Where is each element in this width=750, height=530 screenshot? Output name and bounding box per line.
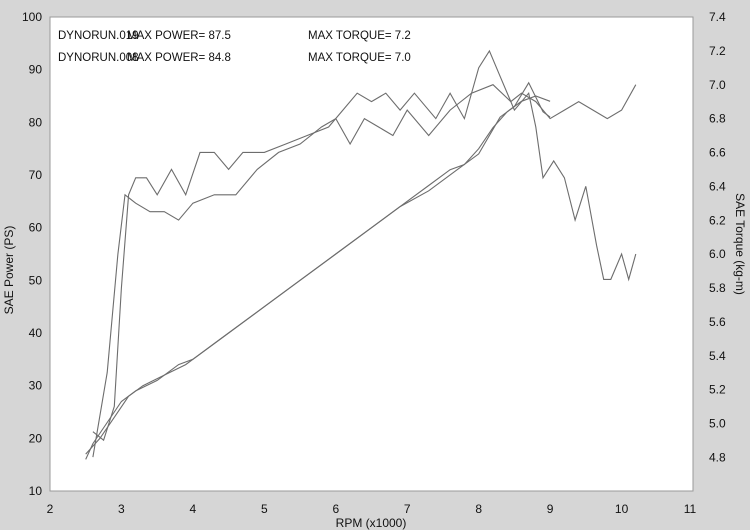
series-layer	[85, 49, 637, 460]
right-y-tick-label: 6.2	[709, 213, 726, 227]
x-tick-label: 6	[332, 502, 339, 516]
left-y-tick-label: 90	[29, 63, 43, 77]
right-y-tick-labels: 4.8 5.0 5.2 5.4 5.6 5.8 6.0 6.2 6.4 6.6 …	[709, 10, 726, 464]
left-y-tick-labels: 10 20 30 40 50 60 70 80 90 100	[22, 10, 42, 498]
plot-area	[49, 16, 694, 492]
right-y-tick-label: 5.0	[709, 417, 726, 431]
x-tick-label: 4	[190, 502, 197, 516]
right-y-tick-label: 6.8	[709, 112, 726, 126]
right-y-tick-label: 6.4	[709, 180, 726, 194]
left-y-axis-label: SAE Power (PS)	[2, 226, 16, 315]
right-y-tick-label: 7.4	[709, 10, 726, 24]
right-y-tick-label: 7.2	[709, 44, 726, 58]
x-tick-label: 5	[261, 502, 268, 516]
right-y-tick-label: 4.8	[709, 450, 726, 464]
x-tick-label: 10	[615, 502, 629, 516]
x-tick-label: 2	[47, 502, 54, 516]
right-y-tick-label: 5.2	[709, 383, 726, 397]
run-max-torque: MAX TORQUE= 7.2	[308, 30, 411, 42]
right-y-tick-label: 5.6	[709, 315, 726, 329]
run-annotations: DYNORUN.019 MAX POWER= 87.5 MAX TORQUE= …	[58, 30, 411, 64]
left-y-tick-label: 70	[29, 168, 43, 182]
left-y-tick-label: 30	[29, 379, 43, 393]
right-y-axis-label: SAE Torque (kg-m)	[733, 193, 747, 295]
right-y-tick-label: 6.6	[709, 146, 726, 160]
torque-curve-3	[92, 84, 637, 458]
x-tick-label: 3	[118, 502, 125, 516]
x-axis-label: RPM (x1000)	[336, 516, 407, 530]
left-y-tick-label: 80	[29, 115, 43, 129]
run-max-torque: MAX TORQUE= 7.0	[308, 52, 411, 64]
x-tick-label: 8	[475, 502, 482, 516]
x-tick-label: 9	[547, 502, 554, 516]
x-tick-label: 11	[684, 502, 697, 516]
power-curve-1	[85, 81, 551, 455]
left-y-tick-label: 100	[22, 10, 42, 24]
right-y-tick-label: 6.0	[709, 247, 726, 261]
left-y-tick-label: 20	[29, 431, 43, 445]
left-y-tick-label: 50	[29, 273, 43, 287]
run-max-power: MAX POWER= 87.5	[127, 30, 231, 42]
run-max-power: MAX POWER= 84.8	[127, 52, 231, 64]
x-tick-label: 7	[404, 502, 411, 516]
run-name: DYNORUN.019	[58, 30, 139, 42]
right-y-tick-label: 7.0	[709, 78, 726, 92]
right-y-tick-label: 5.8	[709, 281, 726, 295]
run-name: DYNORUN.008	[58, 52, 139, 64]
torque-curve-2	[92, 49, 637, 442]
left-y-tick-label: 60	[29, 221, 43, 235]
left-y-tick-label: 10	[29, 484, 43, 498]
right-y-tick-label: 5.4	[709, 349, 726, 363]
x-tick-labels: 2 3 4 5 6 7 8 9 10 11	[47, 502, 697, 516]
left-y-tick-label: 40	[29, 326, 43, 340]
